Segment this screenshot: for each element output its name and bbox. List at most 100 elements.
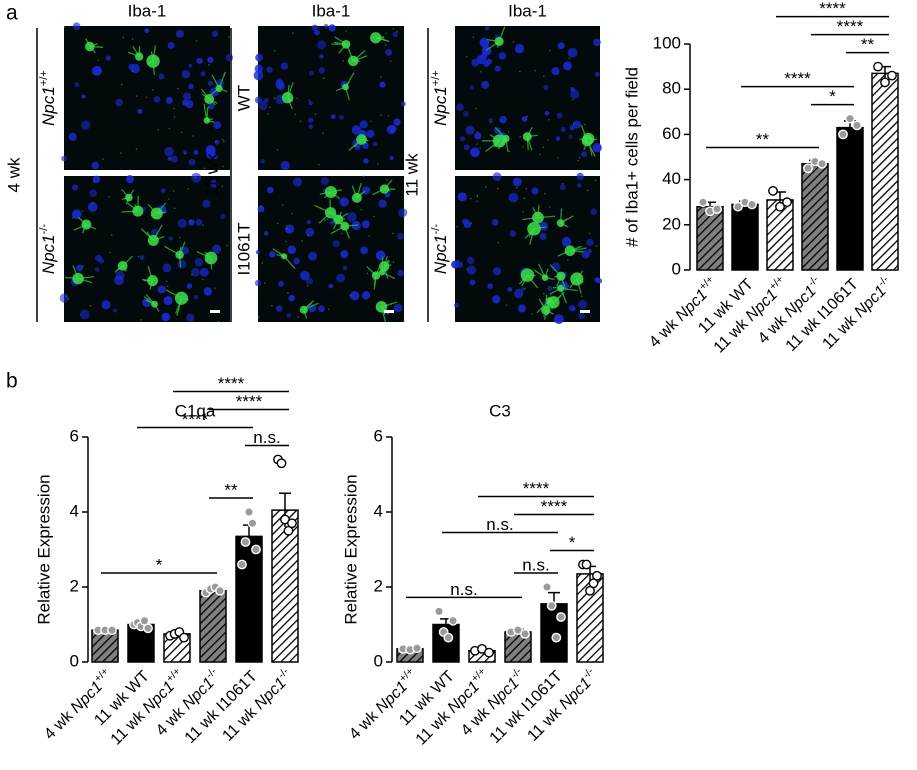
nucleus (258, 100, 268, 111)
speckle (287, 291, 289, 294)
speckle (480, 70, 482, 73)
speckle (63, 26, 66, 28)
speckle (166, 285, 169, 288)
speckle (267, 113, 269, 115)
speckle (137, 255, 140, 258)
y-tick-label: 0 (672, 259, 681, 278)
data-point (107, 625, 117, 636)
significance-label: n.s. (522, 555, 549, 574)
speckle (476, 143, 478, 145)
nucleus (220, 213, 226, 220)
speckle (326, 218, 328, 221)
data-point (838, 129, 848, 140)
speckle (168, 127, 171, 130)
nucleus (329, 220, 335, 225)
speckle (67, 297, 70, 300)
nucleus (305, 227, 315, 237)
nucleus (378, 199, 387, 208)
speckle (165, 280, 168, 283)
nucleus (167, 42, 175, 49)
speckle (215, 140, 217, 143)
nucleus (362, 291, 371, 300)
nucleus (94, 267, 100, 272)
nucleus (320, 177, 329, 186)
microglia (547, 296, 560, 309)
significance-label: **** (784, 69, 811, 88)
nucleus (254, 64, 264, 73)
speckle (168, 198, 170, 200)
speckle (276, 148, 279, 151)
speckle (110, 234, 113, 236)
microglia (151, 300, 159, 308)
nucleus (167, 156, 172, 161)
microglia (215, 84, 223, 93)
nucleus (81, 94, 86, 99)
microglia (125, 193, 133, 202)
nucleus (76, 264, 83, 272)
nucleus (278, 280, 285, 287)
y-tick-label: 0 (70, 651, 79, 670)
microglia (375, 301, 388, 313)
genotype-label: Npc1-/- (430, 224, 451, 274)
speckle (547, 139, 549, 141)
micrograph (451, 172, 603, 325)
speckle (208, 64, 210, 66)
microglia (204, 94, 215, 105)
speckle (490, 121, 492, 124)
panel-label: a (6, 2, 18, 25)
nucleus (186, 313, 195, 322)
scale-bar (580, 310, 590, 313)
speckle (392, 261, 395, 263)
speckle (91, 202, 94, 204)
nucleus (491, 218, 499, 226)
nucleus (71, 209, 82, 220)
nucleus (470, 147, 480, 158)
microglia (281, 253, 288, 260)
microglia (333, 214, 344, 225)
microglia (347, 55, 359, 67)
nucleus (463, 144, 470, 151)
nucleus (185, 100, 194, 109)
nucleus (182, 150, 188, 155)
nucleus (590, 208, 598, 216)
speckle (508, 150, 511, 153)
speckle (392, 232, 394, 235)
speckle (128, 52, 131, 54)
speckle (120, 83, 123, 86)
nucleus (177, 218, 187, 228)
speckle (276, 222, 279, 225)
speckle (291, 32, 294, 34)
nucleus (139, 255, 145, 261)
nucleus (212, 244, 222, 254)
data-point (887, 70, 897, 81)
speckle (587, 139, 590, 142)
bar (696, 205, 724, 271)
nucleus (563, 61, 572, 71)
microglia (147, 234, 159, 246)
nucleus (581, 151, 588, 158)
microglia (299, 305, 308, 314)
nucleus (557, 42, 565, 50)
microglia (72, 272, 84, 285)
microglia (341, 39, 351, 49)
speckle (140, 319, 142, 321)
nucleus (539, 221, 549, 231)
nucleus (292, 177, 302, 187)
nucleus (193, 150, 199, 155)
data-point (215, 585, 225, 596)
speckle (384, 44, 387, 46)
speckle (542, 292, 545, 295)
speckle (526, 115, 528, 118)
nucleus (255, 53, 263, 62)
speckle (291, 212, 293, 215)
speckle (534, 69, 536, 72)
nucleus (556, 112, 563, 119)
y-tick-label: 100 (653, 33, 681, 52)
speckle (349, 294, 352, 297)
speckle (522, 210, 524, 213)
nucleus (266, 66, 273, 73)
data-point (880, 77, 890, 88)
nucleus (269, 251, 276, 258)
nucleus (128, 63, 135, 70)
